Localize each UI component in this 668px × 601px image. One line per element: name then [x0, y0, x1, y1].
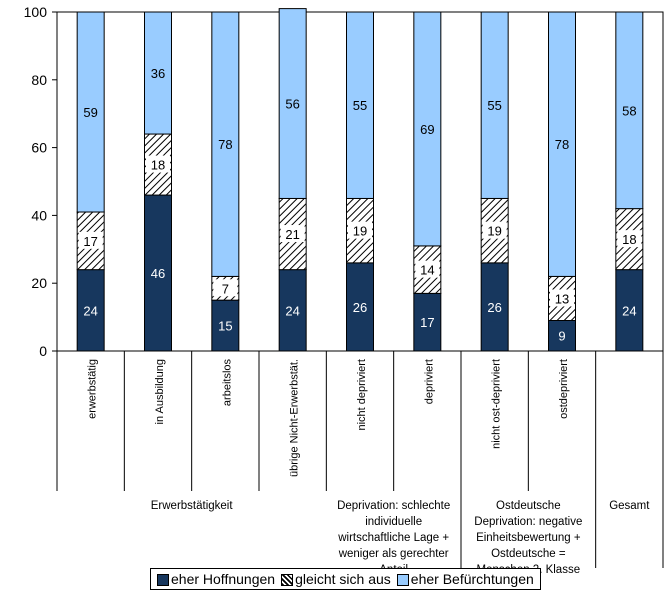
legend-item-befuerchtungen: eher Befürchtungen — [396, 571, 534, 587]
data-label-bg — [482, 221, 507, 239]
data-label: 24 — [285, 303, 299, 318]
data-label: 78 — [218, 137, 232, 152]
data-label: 19 — [487, 224, 501, 239]
bar-segment — [615, 269, 644, 352]
data-label: 17 — [420, 315, 434, 330]
data-label: 55 — [353, 98, 367, 113]
data-label: 18 — [151, 158, 165, 173]
bar-segment — [346, 262, 374, 352]
bar-segment — [278, 269, 307, 352]
y-tick-label: 60 — [31, 140, 47, 156]
bar-segment — [480, 11, 509, 199]
category-label: erwerbstätig — [87, 359, 99, 419]
data-label: 9 — [558, 329, 565, 344]
bar-segment — [548, 319, 576, 352]
data-label: 58 — [622, 103, 636, 118]
group-label: Deprivation: negative — [474, 516, 582, 528]
category-label: depriviert — [423, 359, 435, 404]
category-label: ostdepriviert — [558, 359, 570, 419]
data-label-bg — [146, 155, 170, 173]
bar-segment — [76, 269, 105, 352]
bar-segment — [615, 11, 644, 210]
bar-segment — [413, 292, 442, 352]
data-label-bg — [280, 225, 305, 243]
bar-segment — [76, 11, 105, 213]
y-tick-label: 80 — [31, 72, 47, 88]
data-label-bg — [550, 289, 574, 307]
y-tick-label: 0 — [39, 343, 47, 359]
data-label: 55 — [487, 98, 501, 113]
data-label-bg — [213, 279, 238, 297]
data-label: 7 — [222, 281, 229, 296]
bar-segment — [548, 11, 576, 277]
group-label: Erwerbstätigkeit — [151, 500, 234, 512]
bar-segment — [278, 8, 307, 199]
data-label: 26 — [487, 300, 501, 315]
bar-segment — [480, 262, 509, 352]
group-label: individuelle — [365, 516, 422, 528]
bar-segment — [413, 11, 442, 247]
data-label: 21 — [285, 227, 299, 242]
data-label: 15 — [218, 319, 232, 334]
data-label: 13 — [555, 291, 569, 306]
group-label: Gesamt — [609, 500, 650, 512]
data-label: 26 — [353, 300, 367, 315]
data-label: 69 — [420, 122, 434, 137]
data-label: 18 — [622, 232, 636, 247]
group-label: Ostdeutsche — [496, 500, 561, 512]
data-label: 17 — [83, 234, 97, 249]
data-label: 46 — [151, 266, 165, 281]
data-label: 14 — [420, 263, 434, 278]
group-label: Deprivation: schlechte — [337, 500, 450, 512]
category-label: arbeitslos — [221, 359, 233, 407]
data-label: 24 — [83, 303, 97, 318]
category-label: übrige Nicht-Erwerbstät. — [289, 359, 301, 477]
legend-item-hoffnungen: eher Hoffnungen — [157, 571, 275, 587]
bar-segment — [211, 11, 240, 277]
legend-item-gleich: gleicht sich aus — [281, 571, 391, 587]
bar-segment — [346, 11, 374, 199]
category-label: nicht depriviert — [356, 359, 368, 431]
y-tick-label: 20 — [31, 275, 47, 291]
category-label: in Ausbildung — [154, 359, 166, 424]
y-tick-label: 40 — [31, 207, 47, 223]
data-label: 36 — [151, 66, 165, 81]
data-label: 78 — [555, 137, 569, 152]
category-label: nicht ost-depriviert — [491, 359, 503, 449]
data-label-bg — [78, 231, 103, 249]
bar-segment — [211, 299, 240, 352]
y-tick-label: 100 — [24, 4, 48, 20]
data-label-bg — [415, 260, 440, 278]
group-label: Einheitsbewertung + — [476, 532, 581, 544]
legend: eher Hoffnungen gleicht sich aus eher Be… — [150, 568, 541, 590]
data-label: 56 — [285, 97, 299, 112]
data-label: 59 — [83, 105, 97, 120]
data-label: 24 — [622, 303, 636, 318]
data-label-bg — [348, 221, 372, 239]
data-label: 19 — [353, 224, 367, 239]
group-label: Ostdeutsche = — [491, 548, 566, 560]
data-label-bg — [617, 230, 642, 248]
group-label: weniger als gerechter — [338, 548, 449, 560]
group-label: wirtschaftliche Lage + — [337, 532, 449, 544]
bar-segment — [144, 11, 172, 135]
